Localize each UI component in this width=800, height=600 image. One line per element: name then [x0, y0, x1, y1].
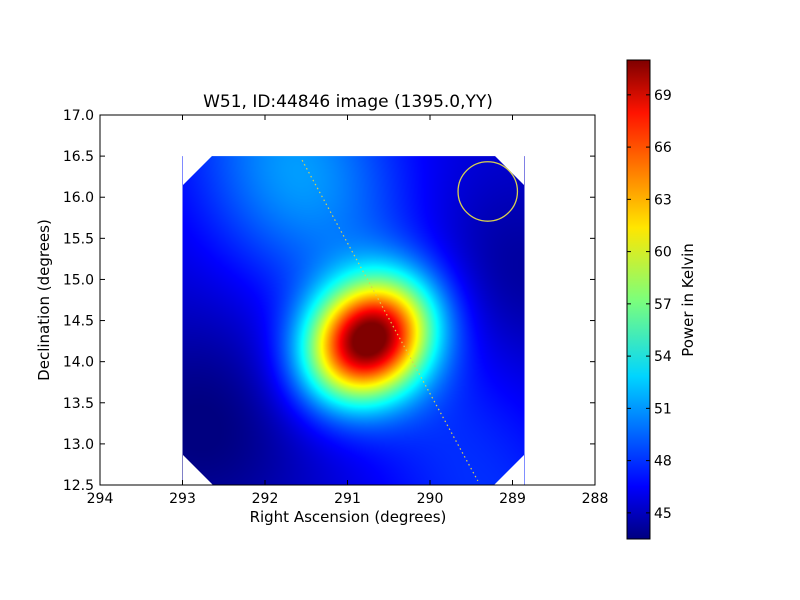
y-tick-label: 13.5 [63, 396, 94, 412]
x-tick-label: 293 [169, 491, 196, 507]
map-corner-top-left [183, 155, 213, 185]
y-tick-label: 12.5 [63, 478, 94, 494]
colorbar-ticks: 45 48 51 54 57 60 63 66 69 [627, 88, 672, 522]
colorbar-tick-label: 57 [654, 297, 672, 313]
heatmap-image [182, 156, 525, 485]
y-tick-label: 15.0 [63, 272, 94, 288]
y-tick-label: 17.0 [63, 108, 94, 124]
y-tick-label: 15.5 [63, 231, 94, 247]
plot-frame [99, 114, 596, 486]
x-tick-label: 288 [582, 491, 609, 507]
y-tick-label: 14.5 [63, 314, 94, 330]
colorbar-tick-label: 63 [654, 192, 672, 208]
colorbar-tick-label: 45 [654, 506, 672, 522]
colorbar: 45 48 51 54 57 60 63 66 69 Power in Kelvin [626, 59, 697, 540]
map-corner-bottom-right [494, 455, 524, 485]
x-ticks: 294 293 292 291 290 289 288 [87, 115, 609, 507]
chart-title: W51, ID:44846 image (1395.0,YY) [203, 92, 493, 112]
y-tick-label: 16.0 [63, 190, 94, 206]
y-tick-label: 16.5 [63, 149, 94, 165]
colorbar-tick-label: 48 [654, 454, 672, 470]
colorbar-tick-label: 51 [654, 401, 672, 417]
y-tick-label: 13.0 [63, 437, 94, 453]
y-tick-label: 14.0 [63, 355, 94, 371]
x-tick-label: 294 [87, 491, 114, 507]
colorbar-tick-label: 69 [654, 88, 672, 104]
colorbar-gradient [626, 59, 651, 540]
y-ticks: 12.5 13.0 13.5 14.0 14.5 15.0 15.5 16.0 16.5 17.0 [63, 108, 595, 494]
x-tick-label: 290 [417, 491, 444, 507]
plot-area: 294 293 292 291 290 289 288 12.5 13.0 13.5 14.0 14… [63, 108, 609, 507]
colorbar-tick-label: 54 [654, 349, 672, 365]
x-tick-label: 291 [334, 491, 361, 507]
x-tick-label: 289 [499, 491, 526, 507]
map-corner-bottom-left [183, 455, 213, 485]
x-tick-label: 292 [252, 491, 279, 507]
y-axis-label: Declination (degrees) [35, 219, 53, 381]
colorbar-label: Power in Kelvin [679, 243, 697, 357]
x-axis-label: Right Ascension (degrees) [250, 508, 447, 526]
colorbar-tick-label: 60 [654, 245, 672, 261]
beam-circle [457, 161, 519, 222]
colorbar-tick-label: 66 [654, 140, 672, 156]
